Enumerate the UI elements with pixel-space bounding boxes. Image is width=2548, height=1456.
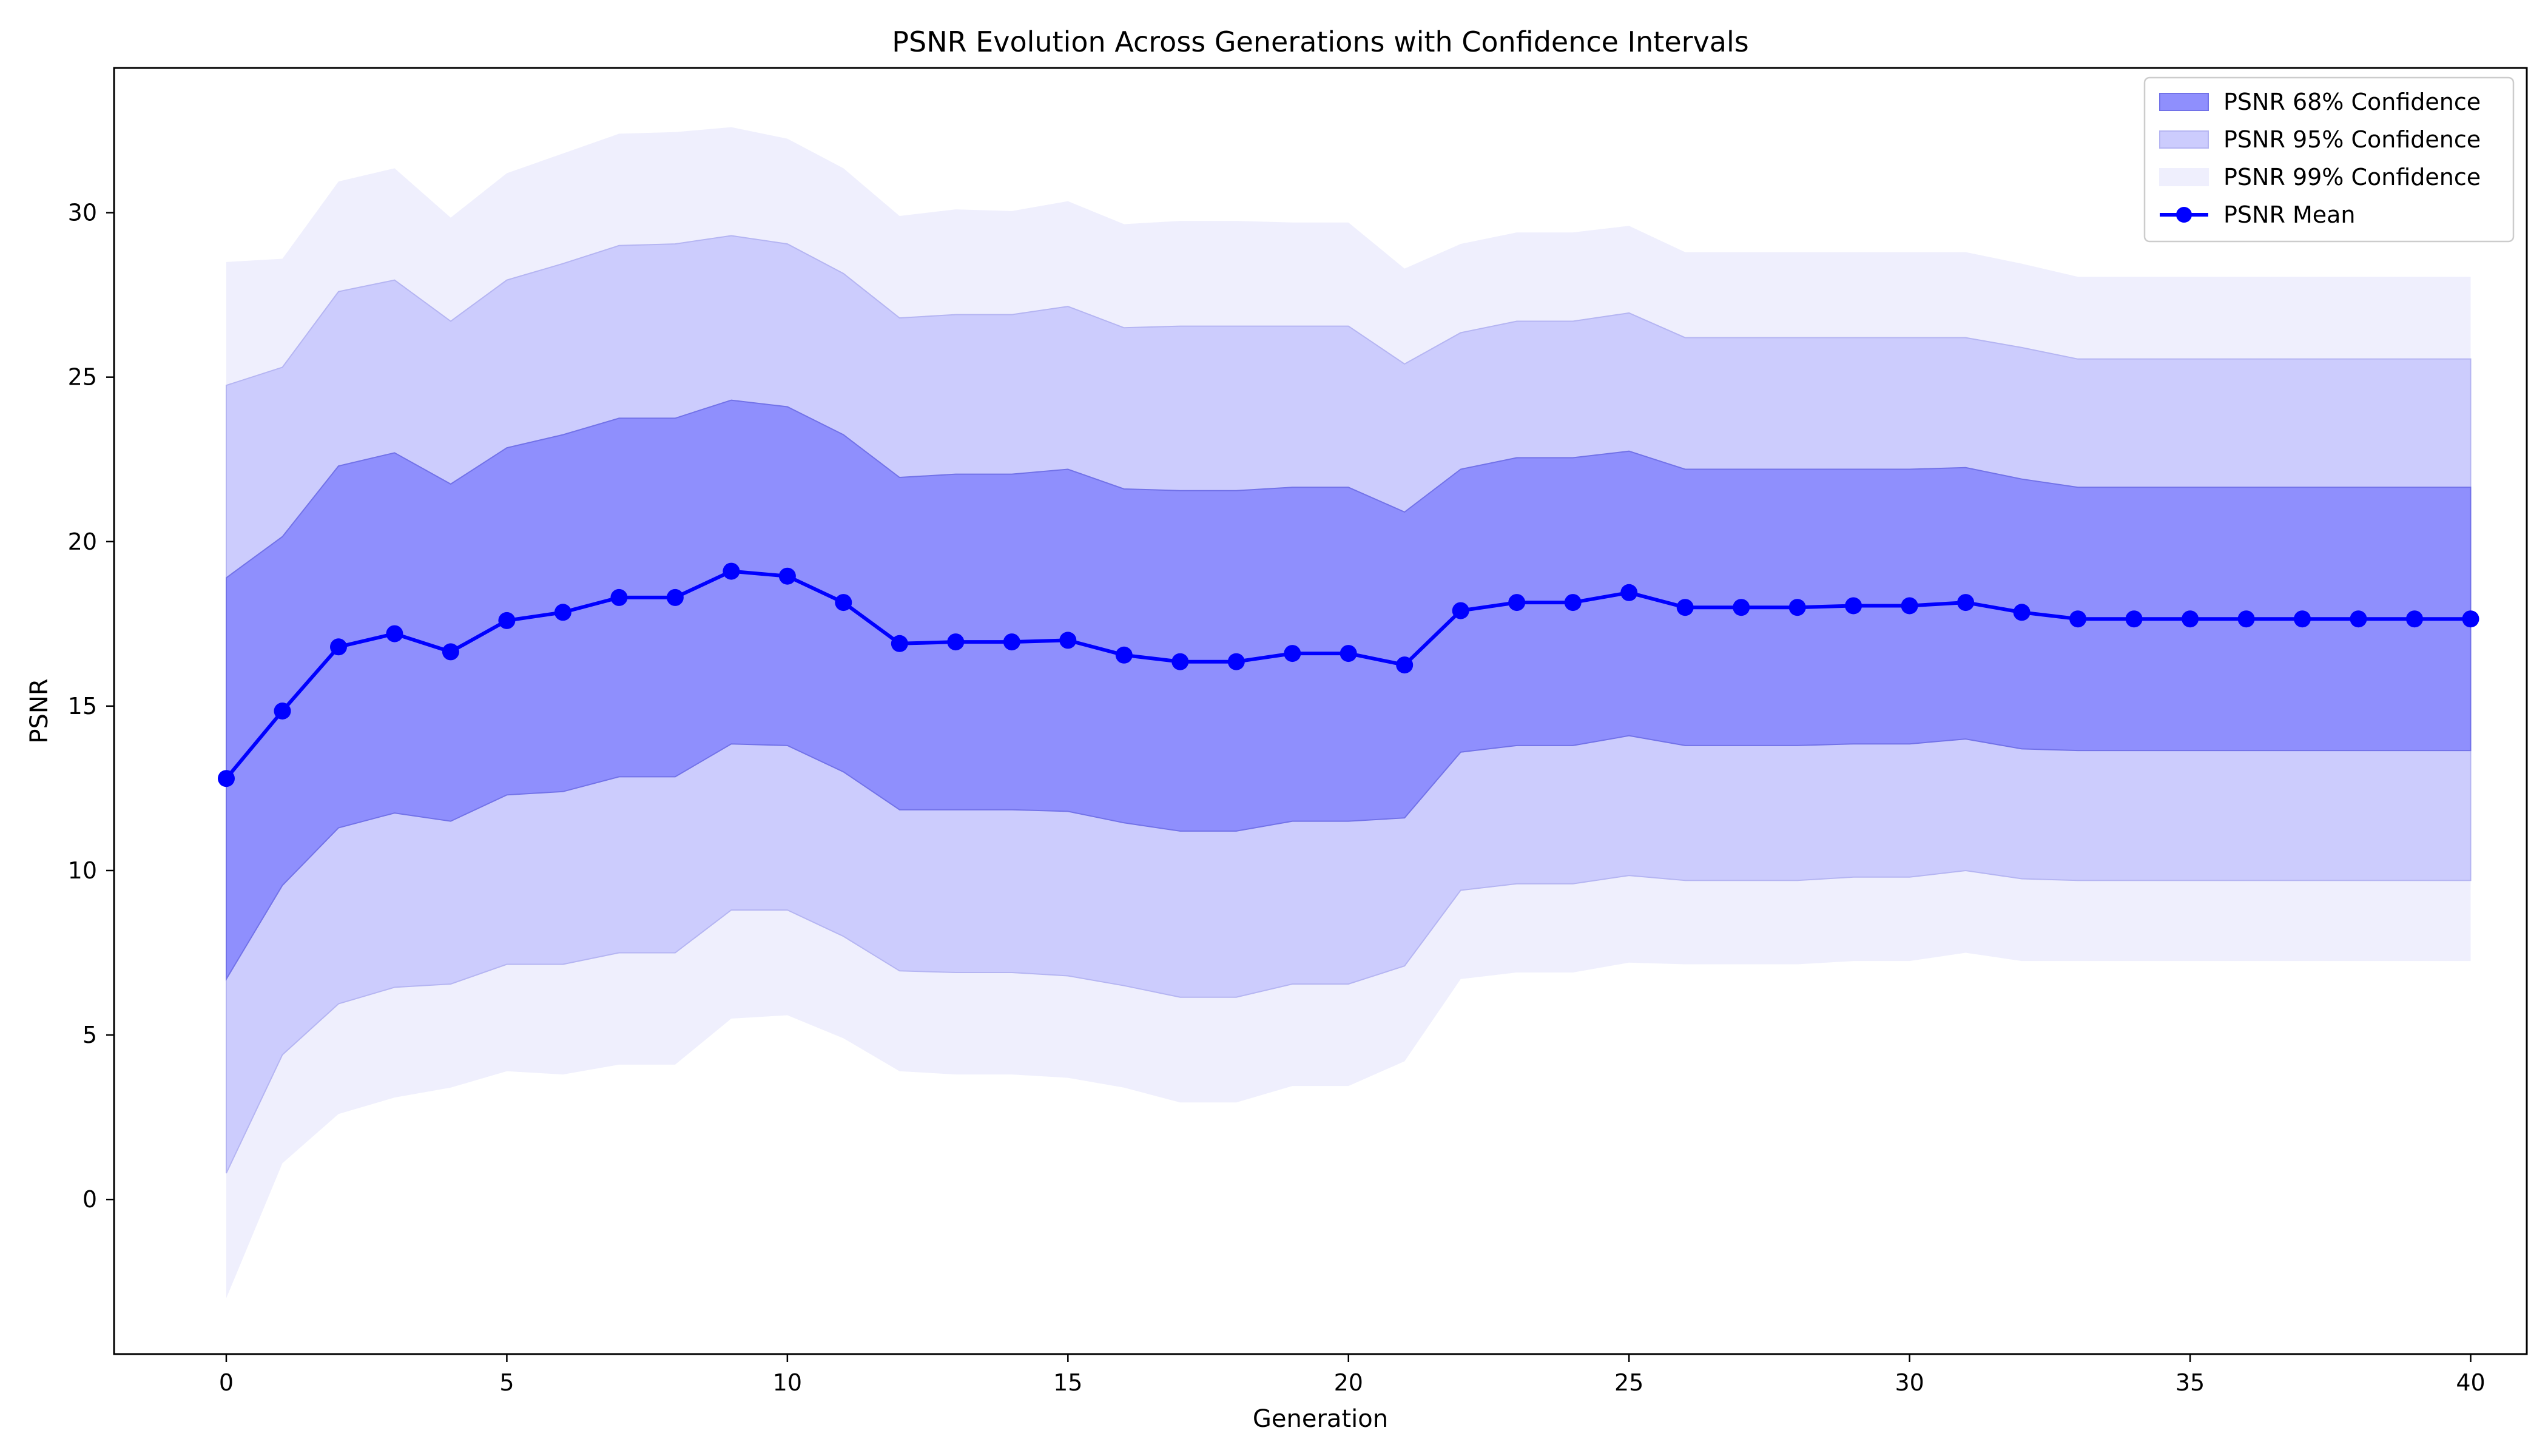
legend-label: PSNR Mean (2223, 201, 2355, 228)
psnr-mean-point (498, 612, 516, 629)
psnr-mean-point (2182, 610, 2199, 628)
y-tick-label: 15 (68, 693, 97, 720)
x-axis-label: Generation (1253, 1405, 1388, 1433)
legend-swatch-band95 (2159, 130, 2209, 149)
psnr-mean-point (2462, 610, 2479, 628)
psnr-mean-point (2294, 610, 2311, 628)
psnr-mean-point (2237, 610, 2255, 628)
legend-box (2143, 76, 2515, 243)
psnr-mean-point (1845, 597, 1862, 615)
legend-label: PSNR 99% Confidence (2223, 164, 2481, 190)
psnr-mean-point (1901, 597, 1918, 615)
psnr-mean-point (835, 594, 852, 612)
x-tick-label: 15 (1053, 1369, 1082, 1396)
psnr-mean-point (1620, 584, 1638, 601)
x-tick-label: 20 (1334, 1369, 1363, 1396)
psnr-mean-point (1003, 633, 1020, 651)
legend: PSNR 68% Confidence PSNR 95% Confidence PS… (2143, 76, 2515, 243)
psnr-mean-point (1676, 599, 1694, 616)
y-tick-label: 0 (83, 1186, 97, 1213)
psnr-mean-point (1284, 645, 1301, 662)
legend-swatch-band68 (2159, 93, 2209, 111)
y-tick-label: 25 (68, 364, 97, 391)
psnr-mean-point (723, 562, 740, 580)
y-tick-label: 10 (68, 857, 97, 884)
psnr-mean-point (386, 625, 403, 642)
legend-label: PSNR 95% Confidence (2223, 126, 2481, 153)
psnr-mean-point (1115, 646, 1133, 664)
psnr-mean-point (1564, 594, 1582, 612)
x-tick-label: 0 (219, 1369, 234, 1396)
psnr-mean-point (1733, 599, 1750, 616)
psnr-mean-point (1227, 653, 1245, 670)
y-axis-label: PSNR (25, 678, 53, 743)
psnr-mean-point (2125, 610, 2143, 628)
psnr-mean-point (274, 703, 291, 720)
psnr-mean-point (891, 635, 908, 652)
psnr-mean-point (1788, 599, 1806, 616)
axis-ticks: 0 5 10 15 20 25 30 35 40 0 5 10 15 20 25 30 (68, 200, 2486, 1396)
psnr-mean-point (947, 633, 965, 651)
psnr-mean-point (1396, 656, 1414, 674)
confidence-band-68 (226, 399, 2472, 982)
y-tick-label: 5 (83, 1022, 97, 1048)
psnr-mean-point (2069, 610, 2087, 628)
x-tick-label: 10 (773, 1369, 802, 1396)
y-tick-label: 30 (68, 200, 97, 226)
psnr-mean-point (1452, 602, 1469, 619)
plot-area (218, 127, 2479, 1298)
psnr-mean-point (1171, 653, 1189, 670)
legend-swatch-band99 (2159, 168, 2209, 186)
plot-frame (113, 67, 2528, 1355)
psnr-mean-point (778, 567, 796, 585)
psnr-mean-point (2406, 610, 2423, 628)
psnr-mean-point (554, 604, 571, 621)
psnr-mean-point (1957, 594, 1975, 612)
psnr-mean-point (610, 588, 628, 606)
psnr-mean-point (2013, 604, 2031, 621)
legend-label: PSNR 68% Confidence (2223, 89, 2481, 115)
x-tick-label: 30 (1895, 1369, 1924, 1396)
x-tick-label: 35 (2176, 1369, 2205, 1396)
chart-title: PSNR Evolution Across Generations with C… (892, 25, 1748, 58)
legend-swatch-mean-marker (2176, 207, 2192, 223)
psnr-mean-point (1059, 632, 1077, 649)
psnr-mean-point (330, 638, 347, 656)
psnr-mean-point (1340, 645, 1357, 662)
x-tick-label: 5 (499, 1369, 514, 1396)
psnr-mean-point (2350, 610, 2367, 628)
psnr-mean-point (1508, 594, 1526, 612)
x-tick-label: 40 (2456, 1369, 2485, 1396)
psnr-mean-point (442, 643, 459, 661)
y-tick-label: 20 (68, 528, 97, 555)
psnr-mean-point (218, 770, 235, 787)
x-tick-label: 25 (1614, 1369, 1643, 1396)
psnr-mean-point (666, 588, 684, 606)
